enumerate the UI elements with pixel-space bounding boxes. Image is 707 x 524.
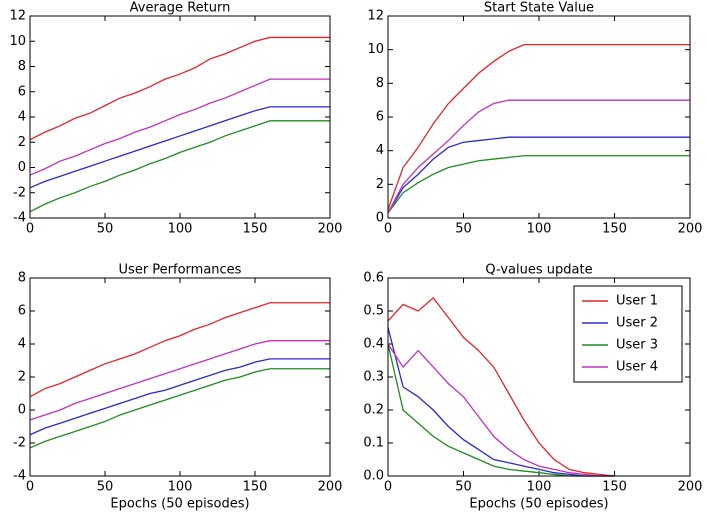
y-tick-label: 0: [18, 160, 26, 175]
line-series: [387, 43, 690, 210]
line-series: [387, 99, 690, 214]
chart-title: Start State Value: [484, 1, 594, 16]
y-tick-label: -2: [13, 185, 26, 200]
line-series: [29, 106, 330, 189]
x-tick-label: 100: [168, 222, 193, 237]
x-axis-label: Epochs (50 episodes): [110, 497, 249, 512]
x-tick-label: 200: [678, 222, 703, 237]
x-tick-label: 50: [97, 222, 114, 237]
x-tick-label: 100: [527, 480, 552, 495]
x-tick-label: 100: [168, 480, 193, 495]
plot-frame: [387, 277, 691, 477]
y-tick-label: 4: [18, 337, 26, 352]
y-tick-label: 0.0: [363, 469, 384, 484]
x-tick-label: 50: [455, 222, 472, 237]
y-tick-label: 2: [18, 135, 26, 150]
y-tick-label: 6: [376, 110, 384, 125]
y-tick-label: 10: [367, 42, 384, 57]
x-tick-label: 0: [26, 222, 34, 237]
y-tick-label: 12: [367, 9, 384, 24]
x-tick-label: 150: [602, 480, 627, 495]
line-series: [29, 78, 330, 176]
line-series: [387, 296, 615, 477]
y-tick-label: 6: [18, 84, 26, 99]
legend-box: [573, 285, 683, 383]
line-series: [29, 340, 330, 421]
line-series: [29, 358, 330, 436]
y-tick-label: 12: [9, 9, 26, 24]
x-tick-label: 150: [243, 480, 268, 495]
legend-label: User 2: [616, 316, 658, 331]
y-tick-label: 0.2: [363, 403, 384, 418]
y-tick-label: 0.6: [363, 271, 384, 286]
x-tick-label: 200: [318, 480, 343, 495]
y-tick-label: 6: [18, 304, 26, 319]
line-series: [29, 368, 330, 449]
y-tick-label: 2: [18, 370, 26, 385]
line-series: [29, 302, 330, 398]
line-series: [387, 155, 690, 214]
y-tick-label: 0.5: [363, 304, 384, 319]
x-tick-label: 200: [318, 222, 343, 237]
line-series: [387, 343, 615, 477]
x-tick-label: 0: [384, 480, 392, 495]
y-tick-label: -4: [13, 211, 26, 226]
x-tick-label: 150: [243, 222, 268, 237]
plot-frame: [29, 277, 331, 477]
line-series: [29, 36, 330, 141]
x-tick-label: 150: [602, 222, 627, 237]
y-tick-label: 4: [18, 110, 26, 125]
legend-label: User 4: [616, 360, 658, 375]
chart-title: Average Return: [130, 1, 231, 16]
y-tick-label: 2: [376, 177, 384, 192]
y-tick-label: -4: [13, 469, 26, 484]
plot-frame: [29, 15, 331, 219]
x-tick-label: 0: [26, 480, 34, 495]
y-tick-label: 0.3: [363, 370, 384, 385]
y-tick-label: 0.1: [363, 436, 384, 451]
legend-label: User 3: [616, 338, 658, 353]
y-tick-label: -2: [13, 436, 26, 451]
legend-label: User 1: [616, 294, 658, 309]
x-tick-label: 0: [384, 222, 392, 237]
y-tick-label: 0.4: [363, 337, 384, 352]
line-series: [29, 120, 330, 213]
x-tick-label: 50: [97, 480, 114, 495]
y-tick-label: 4: [376, 143, 384, 158]
x-tick-label: 200: [678, 480, 703, 495]
line-series: [387, 136, 690, 214]
y-tick-label: 10: [9, 34, 26, 49]
y-tick-label: 8: [18, 271, 26, 286]
plot-frame: [387, 15, 691, 219]
chart-title: User Performances: [119, 263, 242, 278]
y-tick-label: 8: [18, 59, 26, 74]
y-tick-label: 8: [376, 76, 384, 91]
x-axis-label: Epochs (50 episodes): [469, 497, 608, 512]
chart-title: Q-values update: [485, 263, 592, 278]
y-tick-label: 0: [18, 403, 26, 418]
x-tick-label: 100: [527, 222, 552, 237]
x-tick-label: 50: [455, 480, 472, 495]
line-series: [387, 327, 615, 477]
y-tick-label: 0: [376, 211, 384, 226]
